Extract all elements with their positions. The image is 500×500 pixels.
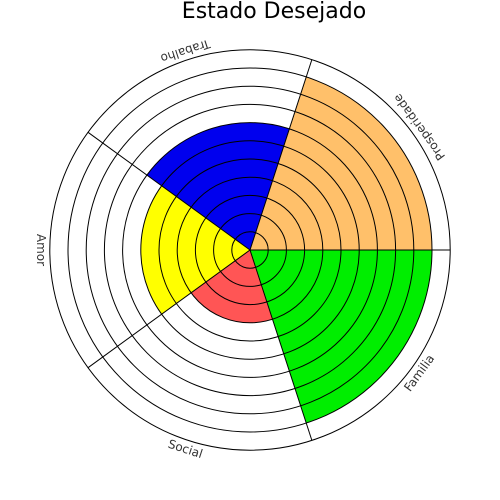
chart-title: Estado Desejado [181, 0, 367, 24]
sector-prosperidade [250, 76, 432, 250]
category-label-trabalho: Trabalho [159, 36, 213, 65]
category-label-familia: Familia [401, 352, 437, 394]
sector-trabalho [146, 122, 290, 250]
category-label-amor: Amor [34, 234, 48, 266]
sector-divider [87, 249, 251, 369]
sector-divider [249, 59, 313, 251]
sector-familia [250, 250, 432, 424]
sector-divider [249, 249, 313, 441]
sector-divider [87, 131, 251, 251]
category-label-social: Social [166, 437, 204, 461]
